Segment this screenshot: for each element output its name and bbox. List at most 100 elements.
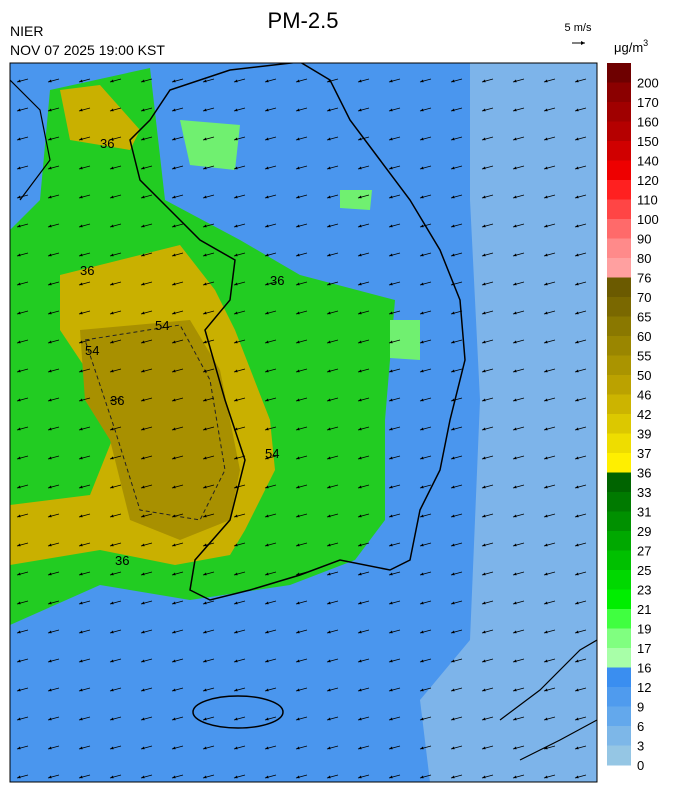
wind-arrowhead xyxy=(234,427,238,431)
wind-arrowhead xyxy=(79,137,83,141)
wind-arrowhead xyxy=(265,398,269,402)
wind-arrowhead xyxy=(141,195,145,199)
wind-arrowhead xyxy=(513,485,517,489)
wind-arrowhead xyxy=(389,427,393,431)
wind-arrowhead xyxy=(48,195,52,199)
colorbar-label: 17 xyxy=(637,641,651,656)
wind-arrowhead xyxy=(544,311,548,315)
wind-arrowhead xyxy=(17,369,21,373)
contour-label: 36 xyxy=(100,136,114,151)
wind-arrowhead xyxy=(17,456,21,460)
wind-arrowhead xyxy=(172,137,176,141)
wind-arrowhead xyxy=(265,311,269,315)
wind-arrowhead xyxy=(327,456,331,460)
wind-arrowhead xyxy=(172,253,176,257)
wind-arrowhead xyxy=(296,746,300,750)
wind-arrowhead xyxy=(296,427,300,431)
colorbar-segment xyxy=(607,258,631,278)
wind-arrowhead xyxy=(141,659,145,663)
wind-arrowhead xyxy=(544,137,548,141)
wind-arrowhead xyxy=(17,340,21,344)
wind-arrowhead xyxy=(17,166,21,170)
wind-arrowhead xyxy=(141,543,145,547)
wind-arrowhead xyxy=(79,775,83,779)
colorbar-label: 9 xyxy=(637,700,644,715)
wind-arrowhead xyxy=(17,775,21,779)
colorbar-label: 55 xyxy=(637,349,651,364)
wind-arrowhead xyxy=(265,572,269,576)
wind-arrowhead xyxy=(482,572,486,576)
wind-arrowhead xyxy=(482,166,486,170)
wind-arrowhead xyxy=(482,282,486,286)
wind-arrowhead xyxy=(172,195,176,199)
wind-arrowhead xyxy=(358,340,362,344)
wind-arrowhead xyxy=(513,659,517,663)
colorbar-segment xyxy=(607,511,631,532)
wind-arrowhead xyxy=(110,79,114,83)
wind-arrowhead xyxy=(544,717,548,721)
wind-arrowhead xyxy=(79,311,83,315)
wind-arrowhead xyxy=(141,340,145,344)
wind-arrowhead xyxy=(451,456,455,460)
wind-arrowhead xyxy=(544,224,548,228)
colorbar-segment xyxy=(607,394,631,415)
wind-arrowhead xyxy=(79,630,83,634)
wind-arrowhead xyxy=(48,717,52,721)
wind-arrowhead xyxy=(110,166,114,170)
wind-arrowhead xyxy=(451,514,455,518)
wind-arrowhead xyxy=(544,572,548,576)
wind-arrowhead xyxy=(48,311,52,315)
wind-arrowhead xyxy=(482,659,486,663)
wind-arrowhead xyxy=(420,601,424,605)
wind-arrowhead xyxy=(575,340,579,344)
wind-arrowhead xyxy=(389,659,393,663)
wind-arrowhead xyxy=(575,79,579,83)
wind-arrowhead xyxy=(141,485,145,489)
wind-arrowhead xyxy=(172,340,176,344)
wind-arrowhead xyxy=(265,108,269,112)
wind-arrowhead xyxy=(141,224,145,228)
wind-arrowhead xyxy=(48,79,52,83)
wind-arrowhead xyxy=(265,717,269,721)
colorbar-label: 120 xyxy=(637,173,659,188)
wind-arrowhead xyxy=(358,282,362,286)
wind-arrowhead xyxy=(234,137,238,141)
wind-arrowhead xyxy=(141,514,145,518)
wind-arrowhead xyxy=(141,717,145,721)
wind-arrowhead xyxy=(389,166,393,170)
wind-arrowhead xyxy=(203,166,207,170)
title: PM-2.5 xyxy=(268,8,339,33)
wind-arrowhead xyxy=(48,775,52,779)
colorbar-label: 200 xyxy=(637,76,659,91)
wind-arrowhead xyxy=(420,717,424,721)
wind-arrowhead xyxy=(327,746,331,750)
wind-arrowhead xyxy=(389,79,393,83)
wind-arrowhead xyxy=(172,282,176,286)
wind-arrowhead xyxy=(203,717,207,721)
wind-arrowhead xyxy=(451,746,455,750)
colorbar-segment xyxy=(607,667,631,688)
wind-arrowhead xyxy=(79,717,83,721)
map-frame xyxy=(9,62,598,783)
wind-arrowhead xyxy=(358,79,362,83)
wind-arrowhead xyxy=(17,659,21,663)
wind-arrowhead xyxy=(327,601,331,605)
wind-arrowhead xyxy=(358,746,362,750)
wind-arrowhead xyxy=(544,369,548,373)
colorbar-segment xyxy=(607,628,631,649)
wind-arrowhead xyxy=(110,543,114,547)
wind-arrowhead xyxy=(141,775,145,779)
wind-arrowhead xyxy=(575,282,579,286)
wind-arrowhead xyxy=(451,137,455,141)
wind-arrowhead xyxy=(172,224,176,228)
colorbar-label: 16 xyxy=(637,661,651,676)
colorbar-segment xyxy=(607,648,631,668)
wind-arrowhead xyxy=(389,456,393,460)
colorbar-segment xyxy=(607,433,631,454)
wind-arrowhead xyxy=(203,572,207,576)
wind-arrowhead xyxy=(48,137,52,141)
wind-arrowhead xyxy=(513,630,517,634)
wind-arrowhead xyxy=(420,195,424,199)
wind-arrowhead xyxy=(141,282,145,286)
wind-arrowhead xyxy=(420,282,424,286)
